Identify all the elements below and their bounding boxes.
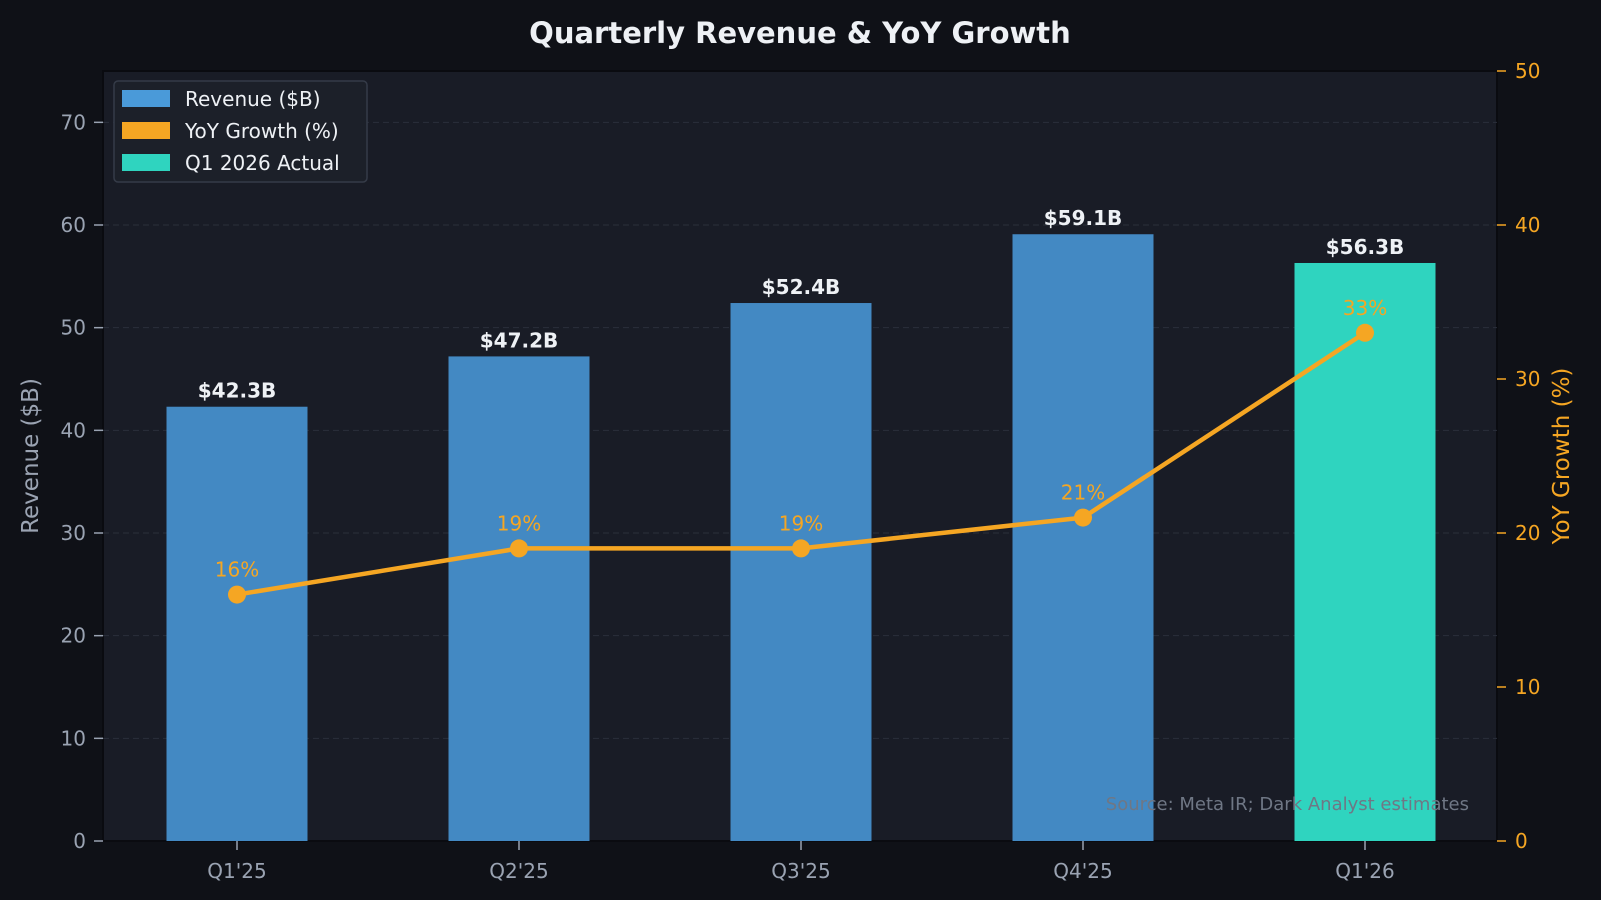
right-tick-label: 0 (1515, 829, 1528, 853)
growth-point-label: 21% (1061, 481, 1105, 505)
growth-point-label: 33% (1343, 296, 1387, 320)
x-tick-label: Q3'25 (771, 859, 830, 883)
legend-label-highlight: Q1 2026 Actual (185, 151, 340, 175)
right-axis-label: YoY Growth (%) (1549, 368, 1575, 546)
x-tick-label: Q1'25 (207, 859, 266, 883)
right-tick-label: 30 (1515, 367, 1540, 391)
x-tick-label: Q1'26 (1335, 859, 1394, 883)
left-tick-label: 60 (61, 213, 86, 237)
legend-swatch-highlight (122, 154, 170, 171)
legend-label-growth: YoY Growth (%) (184, 119, 339, 143)
right-tick-label: 40 (1515, 213, 1540, 237)
source-annotation: Source: Meta IR; Dark Analyst estimates (1106, 794, 1469, 815)
revenue-bar-label: $52.4B (762, 275, 841, 299)
right-axis: 0 10 20 30 40 50 (1497, 59, 1540, 853)
x-tick-label: Q4'25 (1053, 859, 1112, 883)
left-tick-label: 10 (61, 726, 86, 750)
growth-point (792, 539, 810, 558)
right-tick-label: 10 (1515, 675, 1540, 699)
left-tick-label: 20 (61, 624, 86, 648)
growth-point-label: 16% (215, 558, 259, 582)
growth-point (228, 585, 246, 604)
growth-point-label: 19% (779, 511, 823, 535)
growth-line: 16% 19% 19% 21% 33% (215, 296, 1387, 604)
growth-point (510, 539, 528, 558)
left-axis-label: Revenue ($B) (18, 378, 44, 534)
bars: $42.3B $47.2B $52.4B $59.1B $56.3B (166, 206, 1436, 842)
left-tick-label: 70 (61, 110, 86, 134)
legend-swatch-growth (122, 122, 170, 139)
growth-point (1074, 508, 1092, 527)
growth-point (1356, 323, 1374, 342)
right-tick-label: 20 (1515, 521, 1540, 545)
revenue-bar (166, 406, 308, 841)
left-axis: 0 10 20 30 40 50 60 70 (61, 110, 103, 853)
revenue-bar-label: $47.2B (480, 328, 559, 352)
right-tick-label: 50 (1515, 59, 1540, 83)
revenue-bar (730, 303, 872, 841)
revenue-bar (1294, 262, 1436, 841)
revenue-bar (448, 356, 590, 841)
chart-title: Quarterly Revenue & YoY Growth (529, 16, 1071, 50)
x-axis: Q1'25 Q2'25 Q3'25 Q4'25 Q1'26 (207, 841, 1395, 883)
x-tick-label: Q2'25 (489, 859, 548, 883)
revenue-bar-label: $56.3B (1326, 235, 1405, 259)
legend-box (113, 80, 368, 183)
left-tick-label: 40 (61, 418, 86, 442)
legend-label-revenue: Revenue ($B) (185, 87, 321, 111)
legend: Revenue ($B) YoY Growth (%) Q1 2026 Actu… (113, 80, 368, 183)
left-tick-label: 50 (61, 316, 86, 340)
legend-swatch-revenue (122, 90, 170, 107)
revenue-bar-label: $59.1B (1044, 206, 1123, 230)
revenue-bar-label: $42.3B (198, 379, 277, 403)
revenue-bar (1012, 234, 1154, 842)
left-tick-label: 30 (61, 521, 86, 545)
left-tick-label: 0 (73, 829, 86, 853)
growth-point-label: 19% (497, 511, 541, 535)
